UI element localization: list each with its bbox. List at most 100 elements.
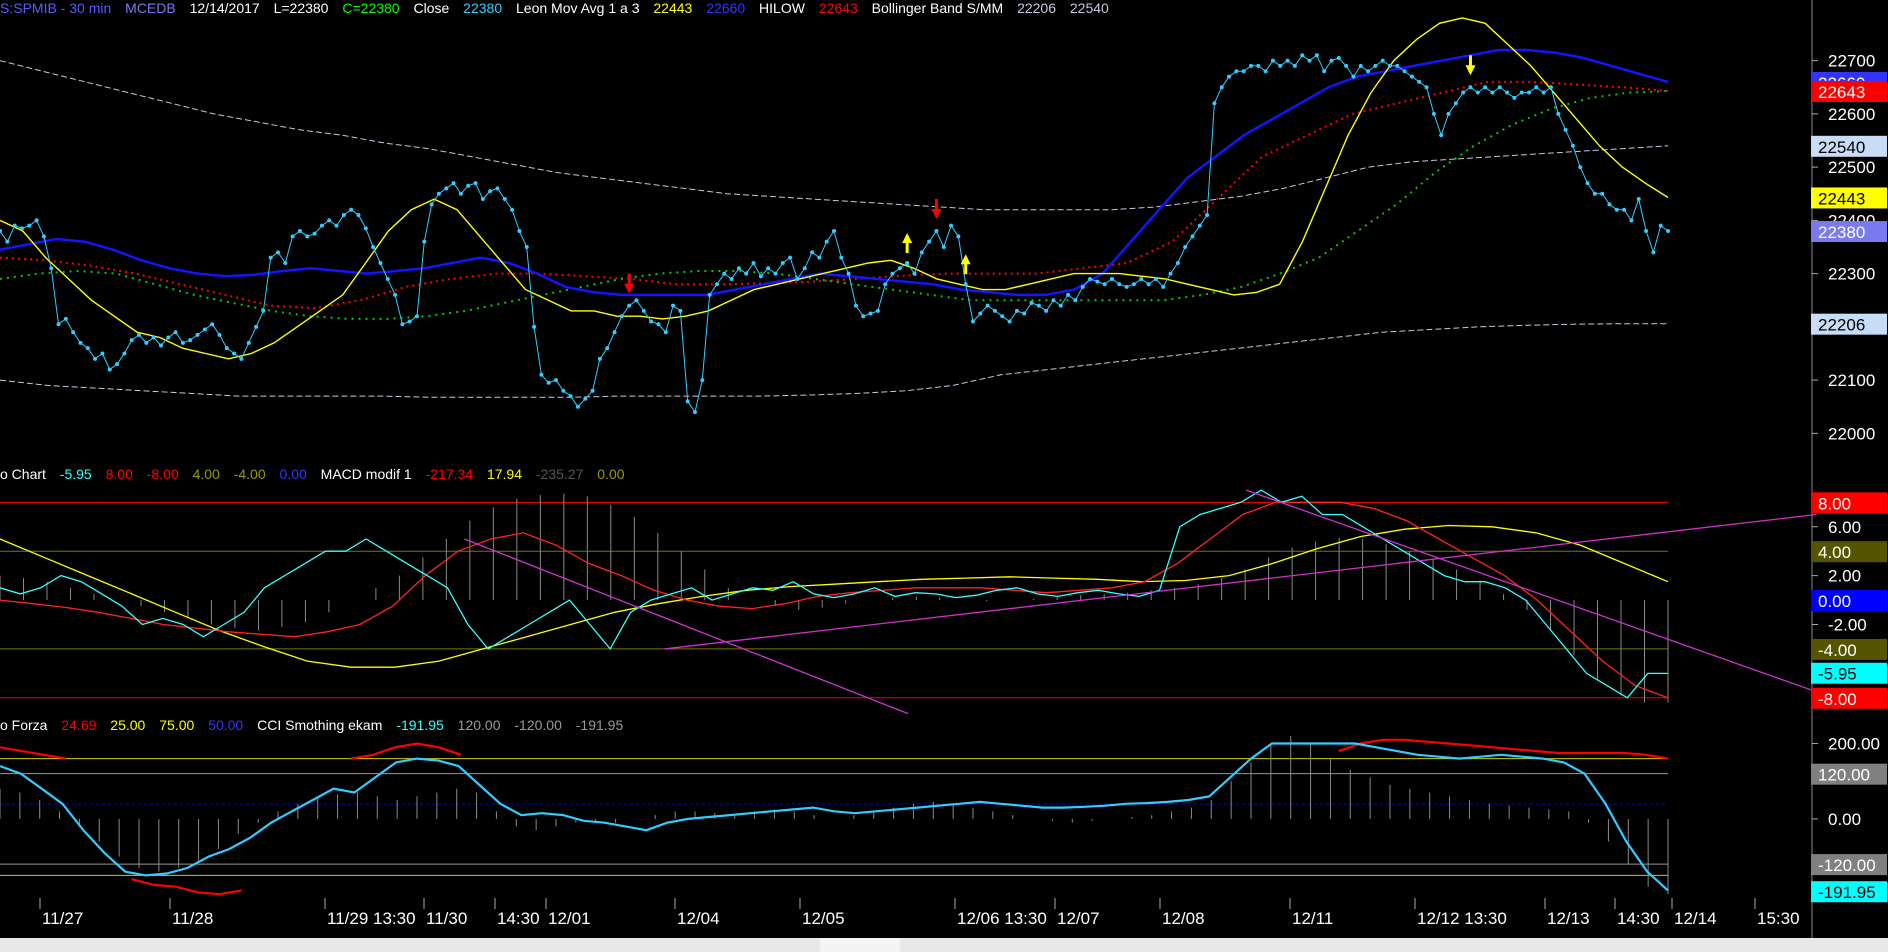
x-tick-label: 12/12 13:30 (1417, 909, 1507, 928)
close-price-point (1110, 276, 1114, 281)
close-price-point (1388, 63, 1392, 68)
last-label: L=22380 (273, 0, 329, 16)
x-tick-label: 12/06 13:30 (957, 909, 1047, 928)
close-price-point (144, 340, 149, 345)
close-price-point (246, 340, 251, 345)
close-price-point (254, 324, 259, 329)
x-tick-label: 12/14 (1674, 909, 1717, 928)
close-price-point (1417, 79, 1422, 84)
close-price-point (612, 330, 617, 335)
cci-red-line (131, 878, 242, 896)
close-price-point (890, 271, 895, 276)
close-price-point (458, 191, 463, 196)
macd-v3: -8.00 (146, 466, 179, 482)
close-price-point (1600, 191, 1605, 196)
macd-indicator-name: o Chart (0, 466, 46, 482)
close-price-point (1578, 165, 1583, 170)
close-price-point (473, 181, 478, 186)
close-price-point (1168, 271, 1173, 276)
close-price-point (400, 322, 405, 327)
close-price-point (107, 367, 112, 372)
close-price-point (736, 266, 741, 271)
close-price-point (1585, 181, 1590, 186)
close-price-point (319, 223, 324, 228)
close-price-point (495, 186, 500, 191)
close-price-point (956, 234, 961, 239)
close-price-point (122, 351, 127, 356)
forza-v1: 24.69 (61, 717, 97, 733)
y-tick-label: 22100 (1828, 371, 1875, 390)
close-price-point (422, 239, 427, 244)
close-price-point (1102, 282, 1107, 287)
close-price-point (173, 330, 178, 335)
close-price-point (1636, 197, 1641, 202)
cci-red-line (0, 746, 66, 760)
close-price-point (590, 388, 595, 393)
close-price-point (568, 394, 573, 399)
close-price-point (700, 378, 705, 383)
close-price-point (78, 340, 83, 345)
close-price-point (1022, 311, 1027, 316)
signal-up-arrow (902, 232, 913, 253)
value-badge (1811, 687, 1887, 709)
close-price-point (224, 346, 229, 351)
close-price-point (502, 197, 507, 202)
close-price-point (261, 308, 266, 313)
close-price-point (1468, 85, 1473, 90)
close-price-point (334, 223, 339, 228)
cci-cyan-line (0, 742, 1669, 892)
leon-moving-average-line (0, 17, 1669, 360)
x-tick-label: 12/04 (677, 909, 720, 928)
close-price-point (1519, 90, 1524, 95)
macd-panel-header: o Chart -5.95 8.00 -8.00 4.00 -4.00 0.00… (0, 466, 635, 482)
cci-c1: -191.95 (396, 717, 444, 733)
value-badge (1811, 881, 1887, 903)
close-price-point (436, 191, 441, 196)
macd-v5: -4.00 (233, 466, 266, 482)
trendline-1 (464, 538, 909, 715)
close-price-point (1285, 58, 1290, 63)
y-tick-label: 22600 (1828, 105, 1875, 124)
close-price-point (597, 356, 602, 361)
cci-c4: -191.95 (575, 717, 624, 733)
close-price-point (1146, 282, 1151, 287)
value-badge (1811, 187, 1887, 209)
forza-label: o Forza (0, 717, 48, 733)
horizontal-scrollbar[interactable] (0, 938, 1888, 952)
close-price-point (1014, 308, 1019, 313)
close-price-point (875, 308, 880, 313)
close-price-point (839, 255, 844, 260)
close-price-point (1000, 314, 1005, 319)
value-badge-label: -8.00 (1818, 690, 1857, 709)
bollinger-upper-line (0, 60, 1669, 211)
close-price-point (1336, 55, 1341, 60)
close-price-point (1490, 90, 1495, 95)
hilow-value: 22643 (818, 0, 858, 16)
value-badge (1811, 854, 1887, 876)
close-price-point (312, 231, 317, 236)
close-price-point (71, 330, 76, 335)
close-price-point (210, 322, 215, 327)
close-price-point (1344, 63, 1349, 68)
value-badge (1811, 221, 1887, 243)
close-price-point (934, 229, 939, 234)
y-tick-label: 6.00 (1828, 518, 1861, 537)
macd-v1: -5.95 (59, 466, 92, 482)
close-price-point (1622, 207, 1627, 212)
y-tick-label: 22000 (1828, 424, 1875, 443)
value-badge-label: 22443 (1818, 189, 1865, 208)
close-price-point (1527, 90, 1531, 95)
close-price-point (1556, 111, 1561, 116)
close-price-point (546, 380, 551, 385)
close-price-point (773, 271, 778, 276)
close-price-point (63, 316, 68, 321)
close-price-point (1029, 300, 1034, 305)
signal-up-arrow (960, 254, 971, 275)
scrollbar-thumb[interactable] (820, 938, 900, 952)
close-price-point (1212, 101, 1217, 106)
close-price-point (349, 207, 354, 212)
close-price-point (1475, 90, 1480, 95)
y-tick-label: 22500 (1828, 158, 1875, 177)
value-badge-label: 22643 (1818, 83, 1865, 102)
close-price-point (722, 271, 727, 276)
